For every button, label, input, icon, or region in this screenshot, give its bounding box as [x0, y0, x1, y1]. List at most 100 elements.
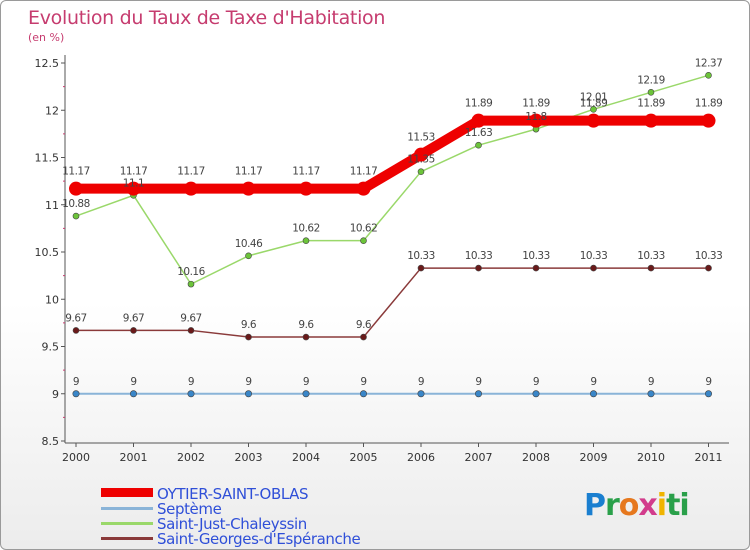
data-label-oytier: 11.17: [177, 166, 205, 178]
data-point-oytier: [414, 147, 428, 162]
data-label-oytier: 11.17: [292, 166, 320, 178]
data-point-saint-georges: [72, 327, 80, 334]
y-tick-label: 12: [45, 104, 59, 117]
x-tick-label: 2010: [637, 451, 665, 464]
data-point-saint-georges: [187, 327, 195, 334]
logo-letter: o: [618, 488, 640, 523]
data-point-saint-just: [187, 280, 195, 288]
logo-letter: i: [656, 488, 667, 523]
data-label-oytier: 11.17: [120, 166, 148, 178]
x-tick-label: 2000: [62, 451, 90, 464]
data-label-oytier: 11.89: [580, 98, 608, 110]
data-point-saint-georges: [647, 264, 655, 272]
data-label-saint-georges: 10.33: [522, 250, 550, 262]
chart-subtitle: (en %): [28, 31, 65, 44]
data-point-septeme: [589, 390, 597, 398]
data-point-oytier: [644, 113, 658, 128]
data-point-saint-just: [360, 237, 367, 244]
data-label-septeme: 9: [188, 376, 194, 388]
data-label-septeme: 9: [648, 376, 654, 388]
data-label-saint-just: 10.46: [235, 238, 263, 250]
data-point-saint-georges: [590, 264, 597, 272]
data-label-saint-just: 11.63: [465, 127, 493, 139]
data-label-oytier: 11.53: [407, 132, 435, 144]
data-label-saint-just: 10.62: [292, 223, 320, 235]
data-point-saint-just: [245, 252, 252, 260]
data-point-septeme: [302, 390, 310, 398]
data-label-saint-just: 12.01: [580, 91, 608, 103]
data-point-saint-just: [475, 141, 482, 149]
legend-item-saint-just: Saint-Just-Chaleyssin: [101, 515, 401, 533]
proxiti-logo: Proxiti: [584, 488, 690, 523]
data-label-saint-just: 12.37: [695, 57, 723, 69]
data-point-oytier: [701, 113, 716, 128]
legend-label-saint-just: Saint-Just-Chaleyssin: [157, 515, 307, 533]
data-label-saint-just: 11.1: [123, 177, 144, 189]
data-label-saint-georges: 9.6: [298, 319, 314, 331]
data-label-oytier: 11.89: [695, 98, 723, 110]
data-point-saint-just: [705, 71, 712, 79]
data-label-saint-just: 10.16: [177, 266, 205, 278]
data-label-saint-just: 10.62: [350, 223, 378, 235]
legend-label-saint-georges: Saint-Georges-d'Espéranche: [157, 530, 361, 548]
data-label-septeme: 9: [705, 376, 711, 388]
data-label-septeme: 9: [418, 376, 424, 388]
x-tick-label: 2003: [235, 451, 263, 464]
data-point-saint-georges: [705, 264, 712, 272]
x-tick-label: 2002: [177, 451, 205, 464]
series-line-oytier: [76, 115, 709, 194]
data-point-saint-georges: [475, 264, 482, 272]
legend-swatch-saint-georges: [101, 537, 153, 540]
data-point-saint-georges: [130, 327, 137, 334]
data-point-septeme: [532, 390, 540, 398]
x-tick-label: 2008: [522, 451, 550, 464]
data-label-oytier: 11.17: [350, 166, 378, 178]
data-label-oytier: 11.89: [465, 98, 493, 110]
data-label-saint-georges: 9.67: [123, 312, 144, 324]
data-point-oytier: [356, 181, 371, 196]
data-point-septeme: [72, 390, 80, 398]
y-tick-label: 10: [45, 293, 59, 306]
data-point-septeme: [474, 390, 482, 398]
data-label-saint-georges: 9.6: [356, 319, 372, 331]
data-label-saint-just: 11.8: [525, 111, 546, 123]
data-point-oytier: [184, 181, 198, 196]
chart-title: Evolution du Taux de Taxe d'Habitation: [28, 7, 386, 29]
series-layer: [69, 71, 716, 398]
y-tick-label: 9.5: [42, 341, 60, 354]
data-point-septeme: [130, 390, 138, 398]
data-label-oytier: 11.17: [62, 166, 90, 178]
data-point-septeme: [417, 390, 425, 398]
data-label-saint-just: 11.35: [407, 154, 435, 166]
data-point-saint-just: [647, 88, 655, 96]
x-tick-label: 2011: [695, 451, 723, 464]
data-point-saint-georges: [532, 264, 540, 272]
y-tick-label: 11.5: [35, 152, 60, 165]
data-label-saint-georges: 10.33: [695, 250, 723, 262]
data-point-oytier: [241, 181, 256, 196]
data-labels-layer: 11.17 11.17 11.17 11.17 11.17 11.1711.5311.89…: [62, 57, 723, 388]
data-point-septeme: [359, 390, 367, 398]
data-label-saint-georges: 10.33: [637, 250, 665, 262]
logo-letter: x: [638, 488, 657, 523]
data-label-saint-georges: 9.6: [241, 319, 257, 331]
logo-letter: ti: [666, 488, 690, 523]
data-label-septeme: 9: [475, 376, 481, 388]
data-label-septeme: 9: [73, 376, 79, 388]
legend-item-septeme: Septème: [101, 500, 401, 518]
x-tick-label: 2007: [465, 451, 493, 464]
data-label-septeme: 9: [360, 376, 366, 388]
data-point-oytier: [69, 181, 83, 196]
data-point-saint-georges: [245, 333, 252, 341]
data-label-septeme: 9: [533, 376, 539, 388]
data-label-saint-georges: 9.67: [180, 312, 201, 324]
y-tick-label: 10.5: [35, 246, 60, 259]
y-tick-label: 8.5: [42, 435, 60, 448]
data-label-saint-georges: 10.33: [407, 250, 435, 262]
data-label-septeme: 9: [130, 376, 136, 388]
data-point-oytier: [126, 181, 141, 196]
logo-letter: P: [584, 488, 606, 523]
legend-swatch-oytier: [101, 488, 153, 497]
